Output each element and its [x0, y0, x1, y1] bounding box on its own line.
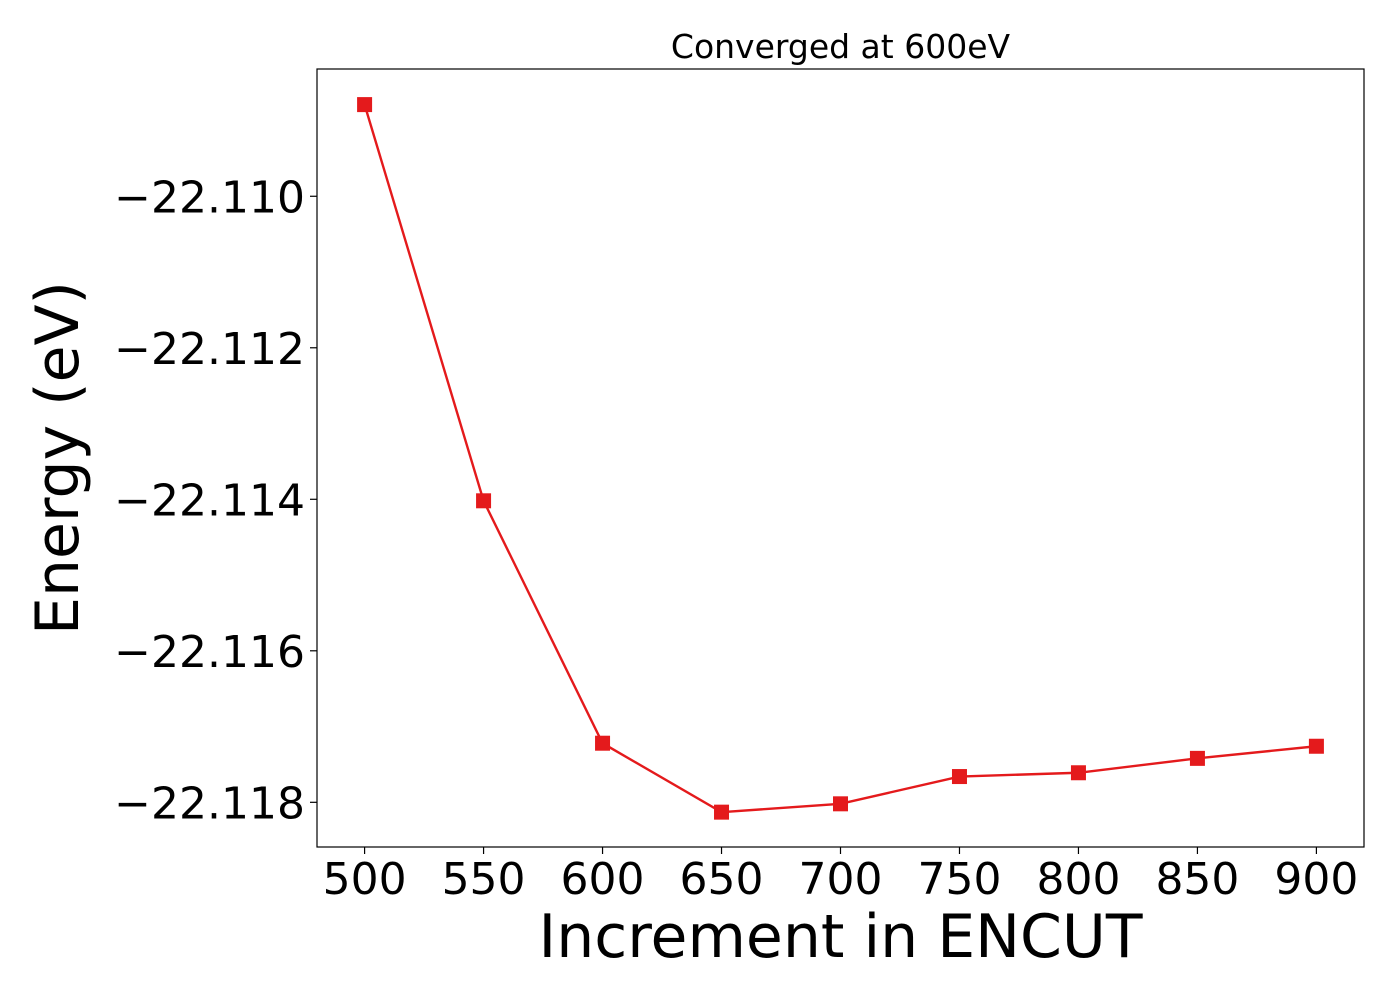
data-point-marker: [951, 769, 967, 785]
data-point-marker: [595, 735, 611, 751]
data-point-marker: [833, 796, 848, 812]
y-tick-label: −22.118: [114, 778, 305, 829]
x-tick-label: 750: [917, 854, 1001, 905]
x-tick-label: 900: [1274, 854, 1358, 905]
x-tick-label: 500: [323, 854, 407, 905]
x-axis-label: Increment in ENCUT: [539, 902, 1143, 972]
y-tick-label: −22.112: [114, 324, 305, 375]
plot-area: 500 550 600 650 700 750 800 850 900 −22.110 −22.11…: [114, 68, 1365, 905]
x-tick-label: 700: [799, 854, 883, 905]
x-tick-label: 550: [442, 854, 526, 905]
x-tick-label: 600: [561, 854, 645, 905]
x-tick-label: 650: [680, 854, 764, 905]
data-point-marker: [1070, 765, 1086, 781]
series-line: [363, 104, 1317, 814]
y-axis-label: Energy (eV): [23, 281, 93, 635]
data-point-marker: [714, 804, 730, 820]
x-tick-label: 850: [1155, 854, 1239, 905]
x-tick-label: 800: [1036, 854, 1120, 905]
data-point-marker: [476, 493, 492, 509]
data-point-marker: [1308, 738, 1324, 754]
chart-title: Converged at 600eV: [671, 27, 1011, 66]
plot-frame: [316, 68, 1365, 848]
y-tick-label: −22.110: [114, 172, 305, 223]
data-point-marker: [1189, 750, 1205, 766]
data-point-marker: [357, 97, 373, 113]
y-tick-label: −22.116: [114, 627, 305, 678]
y-tick-label: −22.114: [114, 475, 305, 526]
